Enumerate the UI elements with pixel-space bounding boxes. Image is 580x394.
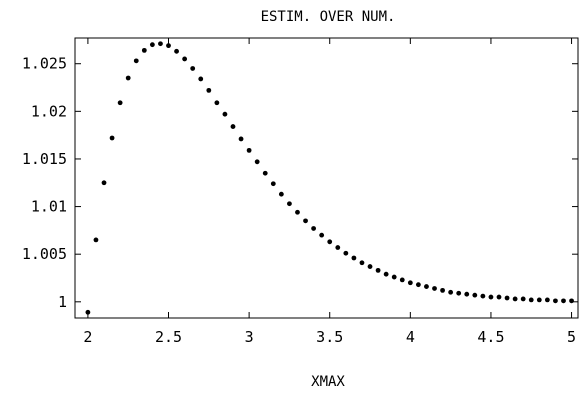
data-point: [133, 58, 139, 64]
data-point: [536, 297, 542, 303]
y-axis: 1 1.005 1.01 1.015 1.02 1.025: [22, 55, 578, 311]
data-point: [109, 135, 115, 141]
data-point: [303, 218, 308, 224]
y-tick-label-3: 1.015: [22, 150, 67, 168]
data-point: [375, 267, 381, 273]
data-point: [512, 296, 518, 302]
x-tick-label-3: 3.5: [316, 328, 343, 346]
data-point: [190, 66, 196, 71]
data-points: [85, 41, 574, 315]
data-point: [399, 277, 405, 283]
data-point: [504, 295, 510, 301]
data-point: [93, 237, 99, 243]
data-point: [262, 170, 268, 176]
data-point: [383, 271, 389, 277]
data-point: [206, 87, 212, 93]
data-point: [117, 100, 123, 106]
y-tick-label-1: 1.005: [22, 245, 67, 263]
data-point: [391, 274, 397, 280]
data-point: [415, 282, 421, 288]
data-point: [448, 289, 454, 295]
data-point: [343, 250, 349, 256]
x-axis: 2 2.5 3 3.5 4 4.5 5: [83, 38, 576, 346]
data-point: [198, 76, 204, 82]
data-point: [222, 111, 228, 117]
data-point: [561, 298, 566, 304]
data-point: [569, 298, 574, 304]
y-tick-label-5: 1.025: [22, 55, 67, 73]
data-point: [351, 255, 357, 261]
data-point: [456, 290, 462, 296]
data-point: [278, 191, 284, 197]
data-point: [407, 280, 413, 286]
plot-frame: [74, 37, 579, 319]
data-point: [158, 41, 163, 47]
x-tick-label-4: 4: [406, 328, 415, 346]
x-tick-label-6: 5: [567, 328, 576, 346]
data-point: [174, 48, 179, 54]
data-point: [480, 293, 486, 299]
data-point: [528, 297, 534, 303]
data-point: [367, 264, 373, 269]
x-axis-label: XMAX: [311, 374, 345, 390]
data-point: [432, 286, 437, 291]
y-tick-label-2: 1.01: [31, 198, 67, 216]
data-point: [488, 294, 494, 300]
chart-title: ESTIM. OVER NUM.: [261, 9, 396, 25]
data-point: [254, 159, 260, 165]
data-point: [246, 147, 252, 153]
data-point: [327, 239, 333, 245]
data-point: [464, 291, 470, 297]
data-point: [520, 296, 526, 302]
data-point: [85, 309, 91, 315]
data-point: [141, 47, 147, 53]
data-point: [101, 180, 107, 186]
data-point: [359, 260, 365, 266]
x-tick-label-1: 2.5: [155, 328, 182, 346]
data-point: [238, 136, 244, 142]
data-point: [496, 294, 502, 300]
data-point: [472, 292, 478, 298]
y-tick-label-4: 1.02: [31, 102, 67, 120]
data-point: [311, 226, 317, 231]
data-point: [335, 245, 341, 250]
data-point: [319, 232, 325, 238]
data-point: [149, 42, 155, 48]
data-point: [553, 298, 558, 304]
x-tick-label-2: 3: [245, 328, 254, 346]
data-point: [440, 287, 445, 293]
data-point: [125, 75, 131, 81]
data-point: [295, 209, 300, 215]
data-point: [166, 43, 171, 49]
data-point: [214, 100, 220, 106]
x-tick-label-0: 2: [83, 328, 92, 346]
x-tick-label-5: 4.5: [477, 328, 504, 346]
y-tick-label-0: 1: [58, 293, 67, 311]
data-point: [230, 124, 236, 129]
data-point: [287, 201, 292, 207]
data-point: [182, 56, 188, 62]
data-point: [544, 297, 550, 303]
data-point: [424, 284, 429, 289]
data-point: [270, 181, 276, 187]
